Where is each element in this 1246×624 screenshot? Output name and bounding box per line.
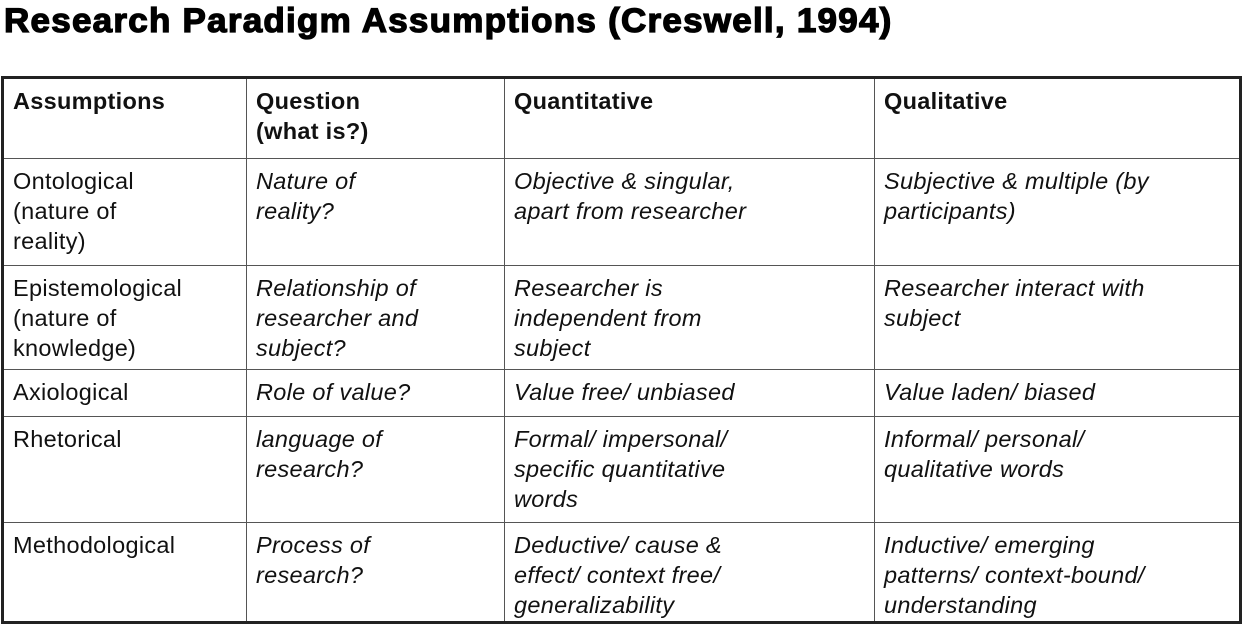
header-question: Question (what is?) (246, 77, 505, 159)
cell-qualitative: Inductive/ emerging patterns/ context-bo… (874, 522, 1241, 623)
table-row: Rhetorical language of research? Formal/ i… (2, 416, 1241, 523)
cell-question: Relationship of researcher and subject? (246, 265, 505, 370)
cell-assumption: Epistemological (nature of knowledge) (2, 265, 247, 370)
table-row: Methodological Process of research? Deduct… (2, 522, 1241, 623)
cell-qualitative: Value laden/ biased (874, 369, 1241, 417)
cell-quantitative: Value free/ unbiased (504, 369, 875, 417)
table-row: Epistemological (nature of knowledge) Rel… (2, 265, 1241, 370)
header-assumptions: Assumptions (2, 77, 247, 159)
header-quantitative: Quantitative (504, 77, 875, 159)
cell-question: language of research? (246, 416, 505, 523)
cell-qualitative: Subjective & multiple (by participants) (874, 158, 1241, 266)
cell-quantitative: Formal/ impersonal/ specific quantitativ… (504, 416, 875, 523)
cell-quantitative: Deductive/ cause & effect/ context free/… (504, 522, 875, 623)
cell-assumption: Ontological (nature of reality) (2, 158, 247, 266)
header-row: Assumptions Question (what is?) Quantita… (2, 77, 1241, 159)
paradigm-table: Assumptions Question (what is?) Quantita… (1, 76, 1242, 624)
cell-qualitative: Informal/ personal/ qualitative words (874, 416, 1241, 523)
cell-quantitative: Objective & singular, apart from researc… (504, 158, 875, 266)
cell-assumption: Rhetorical (2, 416, 247, 523)
header-qualitative: Qualitative (874, 77, 1241, 159)
cell-qualitative: Researcher interact with subject (874, 265, 1241, 370)
table-row: Ontological (nature of reality) Nature of… (2, 158, 1241, 266)
table-row: Axiological Role of value? Value free/ unb… (2, 369, 1241, 417)
cell-question: Nature of reality? (246, 158, 505, 266)
cell-assumption: Methodological (2, 522, 247, 623)
cell-question: Process of research? (246, 522, 505, 623)
slide-title: Research Paradigm Assumptions (Creswell,… (3, 1, 893, 40)
cell-quantitative: Researcher is independent from subject (504, 265, 875, 370)
cell-question: Role of value? (246, 369, 505, 417)
cell-assumption: Axiological (2, 369, 247, 417)
